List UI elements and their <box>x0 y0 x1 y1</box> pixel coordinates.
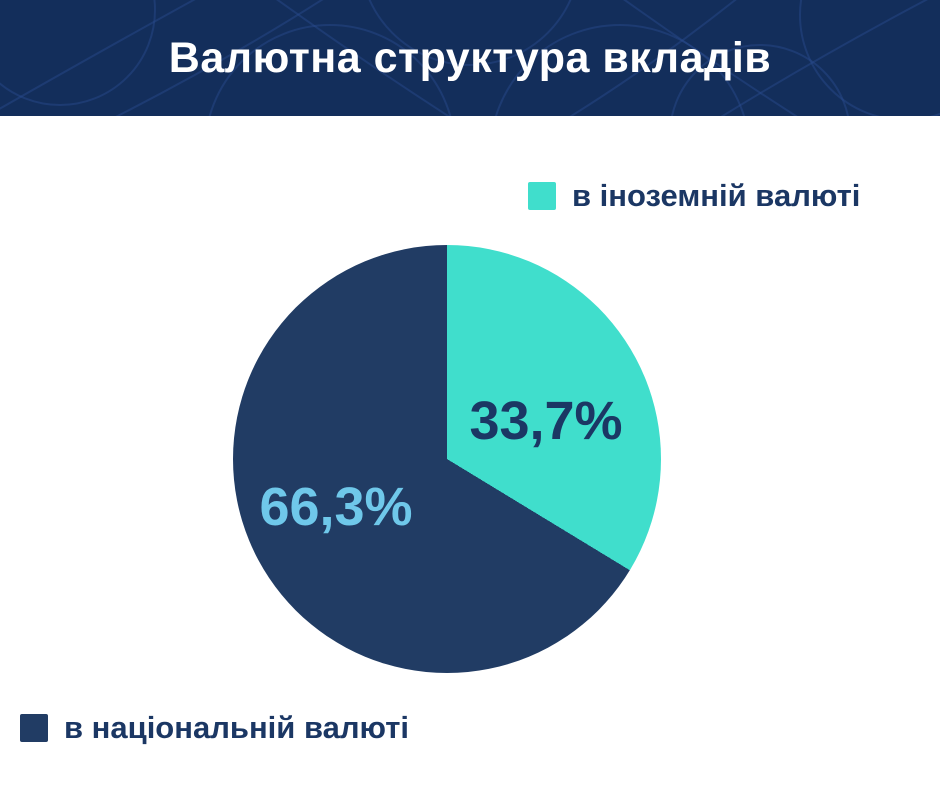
pie-value-label-national: 66,3% <box>259 477 413 537</box>
page-title: Валютна структура вкладів <box>168 33 772 82</box>
legend-label-national-currency: в національній валюті <box>64 710 410 745</box>
legend-swatch-foreign-currency <box>528 182 556 210</box>
legend-label-foreign-currency: в іноземній валюті <box>572 178 861 213</box>
legend-item-national-currency: в національній валюті <box>20 710 409 746</box>
pie-value-label-foreign: 33,7% <box>469 391 623 451</box>
header-banner: Валютна структура вкладів <box>0 0 940 116</box>
legend-item-foreign-currency: в іноземній валюті <box>528 178 860 214</box>
legend-swatch-national-currency <box>20 714 48 742</box>
pie-chart <box>233 245 661 673</box>
header-pattern <box>0 0 940 116</box>
